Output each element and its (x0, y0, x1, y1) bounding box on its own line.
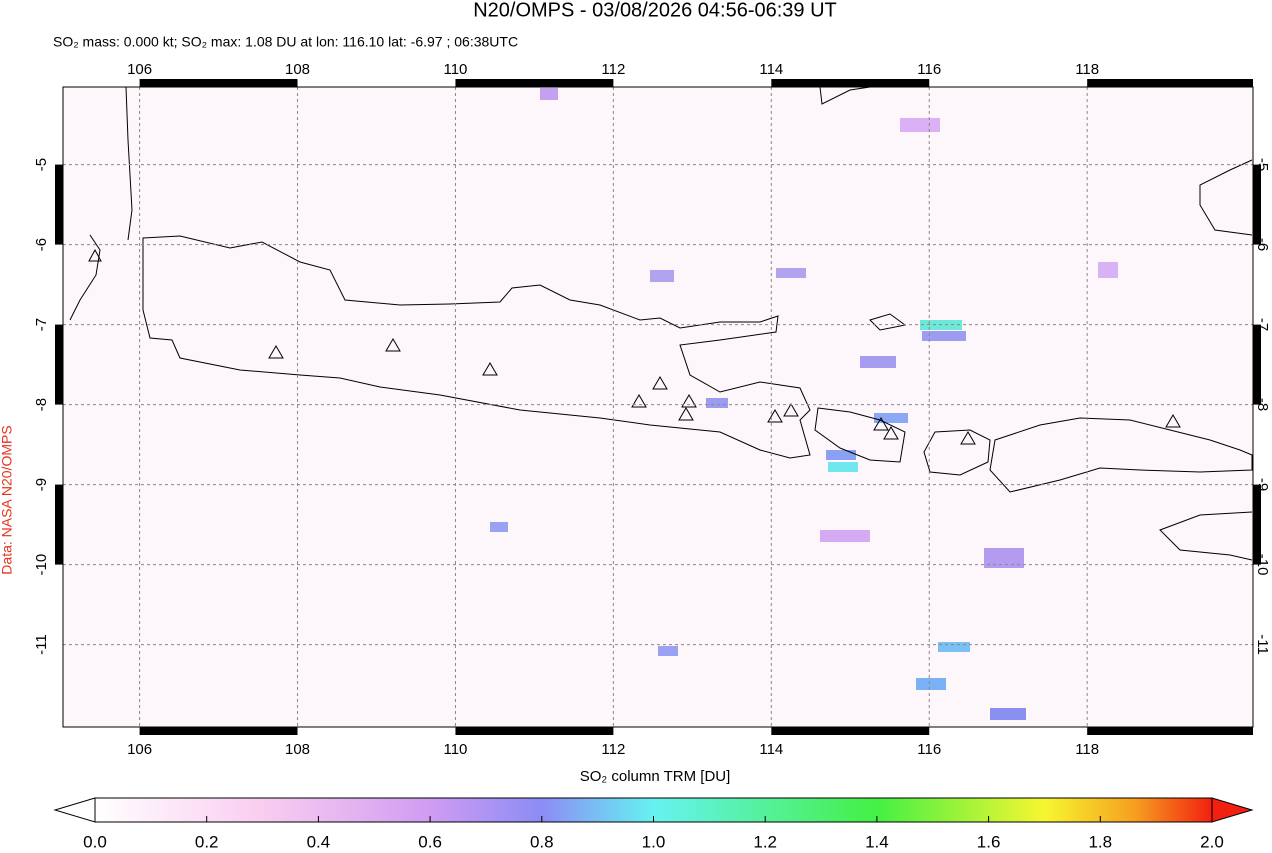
y-tick-label: -9 (1254, 478, 1271, 491)
so2-pixel (540, 88, 558, 100)
x-tick-label: 118 (1075, 741, 1099, 758)
colorbar-tick-label: 0.8 (530, 832, 554, 851)
x-tick-label: 108 (285, 61, 310, 78)
so2-pixel (1098, 262, 1118, 278)
colorbar-low-arrow (53, 797, 96, 823)
credit: Data: NASA N20/OMPS (0, 425, 15, 574)
x-tick-label: 110 (443, 61, 467, 78)
coastlines (69, 86, 1253, 561)
so2-pixel (984, 548, 1024, 568)
x-tick-label: 112 (601, 61, 625, 78)
x-tick-label: 116 (917, 61, 941, 78)
frame-bar (455, 727, 614, 735)
frame-bar (1087, 727, 1253, 735)
x-tick-label: 114 (759, 741, 783, 758)
y-tick-label: -8 (33, 398, 50, 411)
borneo-coast (819, 86, 871, 105)
so2-pixel (922, 331, 966, 341)
sumba-coast (1159, 511, 1253, 561)
y-tick-label: -9 (33, 478, 50, 491)
y-tick-label: -11 (33, 634, 50, 655)
frame-bar (455, 79, 614, 87)
x-tick-label: 112 (601, 741, 625, 758)
x-tick-label: 106 (127, 741, 152, 758)
y-tick-label: -5 (33, 158, 50, 171)
y-tick-label: -6 (1254, 238, 1271, 251)
x-tick-label: 106 (127, 61, 152, 78)
colorbar-tick-label: 1.0 (642, 832, 666, 851)
so2-pixel (874, 413, 908, 423)
x-tick-label: 118 (1075, 61, 1099, 78)
colorbar-tick-label: 0.4 (307, 832, 331, 851)
colorbar-tick-label: 0.6 (418, 832, 442, 851)
y-tick-label: -8 (1254, 398, 1271, 411)
colorbar-tick-label: 0.0 (83, 832, 107, 851)
volcano-marker (88, 248, 1181, 445)
colorbar-tick-label: 2.0 (1200, 832, 1224, 851)
frame-bar (55, 484, 63, 565)
frame-bar (1253, 324, 1261, 405)
frame-bar (1253, 484, 1261, 565)
colorbar-tick-label: 1.6 (977, 832, 1001, 851)
frame-bar (139, 727, 298, 735)
colorbar-tick-label: 1.4 (865, 832, 889, 851)
bali-coast (814, 407, 906, 463)
sumatra-coast (69, 234, 101, 321)
so2-pixel (916, 678, 946, 690)
y-tick-label: -5 (1254, 158, 1271, 171)
y-tick-label: -7 (1254, 318, 1271, 331)
volcanoes (88, 248, 1181, 445)
so2-pixel (490, 522, 508, 532)
so2-pixel (938, 642, 970, 652)
so2-pixel (826, 450, 856, 460)
x-tick-label: 114 (759, 61, 783, 78)
sumbawa-coast (989, 417, 1253, 493)
frame-bar (55, 164, 63, 245)
so2-pixel (828, 462, 858, 472)
frame-bar (55, 324, 63, 405)
so2-pixel (650, 270, 674, 282)
sumatra-coast (125, 86, 133, 241)
so2-pixels (490, 88, 1118, 720)
java-coast (142, 235, 811, 459)
so2-pixel (860, 356, 896, 368)
colorbar-tick-label: 0.2 (195, 832, 219, 851)
x-tick-label: 116 (917, 741, 941, 758)
y-tick-label: -11 (1254, 634, 1271, 655)
so2-pixel (706, 398, 728, 408)
frame-bar (771, 79, 930, 87)
y-tick-label: -10 (1254, 554, 1271, 576)
sulawesi-coast (1199, 159, 1253, 236)
subtitle: SO₂ mass: 0.000 kt; SO₂ max: 1.08 DU at … (53, 34, 518, 50)
lombok-coast (923, 429, 991, 476)
frame-bar (1253, 164, 1261, 245)
map-frame (62, 86, 1254, 728)
map-background (63, 87, 1253, 727)
y-tick-label: -6 (33, 238, 50, 251)
y-tick-label: -7 (33, 318, 50, 331)
so2-pixel (820, 530, 870, 542)
axes: 106 106 108 108 110 110 112 112 114 114 116 116 118 1… (33, 61, 1271, 758)
colorbar-high-arrow (1211, 797, 1254, 823)
so2-pixel (990, 708, 1026, 720)
colorbar-title: SO₂ column TRM [DU] (580, 768, 731, 785)
colorbar-tick-label: 1.8 (1088, 832, 1112, 851)
so2-pixel (900, 118, 940, 132)
frame-bar (139, 79, 298, 87)
y-tick-label: -10 (33, 554, 50, 576)
frame-bar (771, 727, 930, 735)
frame-bar (1087, 79, 1253, 87)
so2-pixel (776, 268, 806, 278)
so2-pixel (658, 646, 678, 656)
title: N20/OMPS - 03/08/2026 04:56-06:39 UT (473, 0, 837, 21)
x-tick-label: 110 (443, 741, 467, 758)
colorbar-tick-label: 1.2 (753, 832, 777, 851)
x-tick-label: 108 (285, 741, 310, 758)
